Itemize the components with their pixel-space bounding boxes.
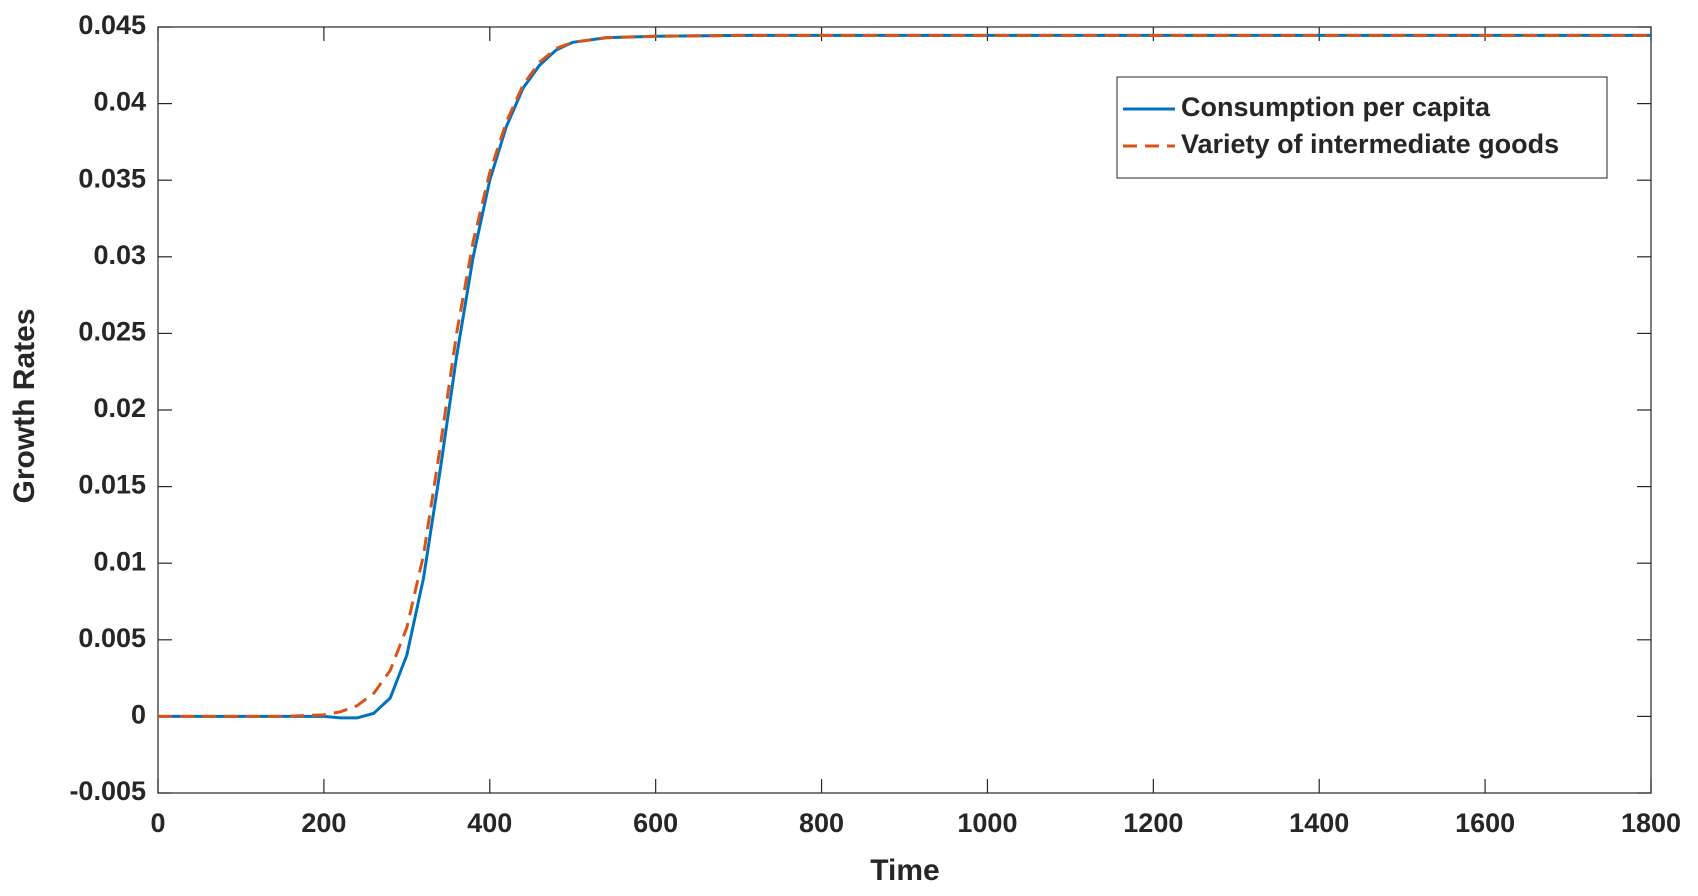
legend-label: Consumption per capita [1181, 92, 1491, 122]
x-tick-label: 800 [799, 808, 844, 838]
y-axis-label: Growth Rates [8, 308, 41, 503]
x-tick-label: 0 [150, 808, 165, 838]
y-tick-label: 0.03 [93, 240, 146, 270]
y-tick-label: 0.025 [78, 317, 146, 347]
series-line [158, 33, 1651, 718]
y-tick-label: 0.035 [78, 163, 146, 193]
x-tick-label: 1200 [1123, 808, 1183, 838]
x-tick-label: 1400 [1289, 808, 1349, 838]
x-tick-label: 400 [467, 808, 512, 838]
y-tick-label: -0.005 [69, 776, 146, 806]
x-tick-label: 1800 [1621, 808, 1681, 838]
y-tick-label: 0.045 [78, 10, 146, 40]
x-tick-label: 1600 [1455, 808, 1515, 838]
y-tick-label: 0.04 [93, 87, 146, 117]
legend-label: Variety of intermediate goods [1181, 129, 1559, 159]
y-tick-label: 0.015 [78, 470, 146, 500]
x-axis-label: Time [870, 854, 939, 887]
x-tick-label: 200 [301, 808, 346, 838]
y-tick-label: 0 [131, 700, 146, 730]
legend-box [1116, 76, 1608, 179]
x-tick-label: 1000 [957, 808, 1017, 838]
x-tick-label: 600 [633, 808, 678, 838]
y-tick-label: 0.01 [93, 546, 146, 576]
y-tick-label: 0.02 [93, 393, 146, 423]
y-tick-label: 0.005 [78, 623, 146, 653]
